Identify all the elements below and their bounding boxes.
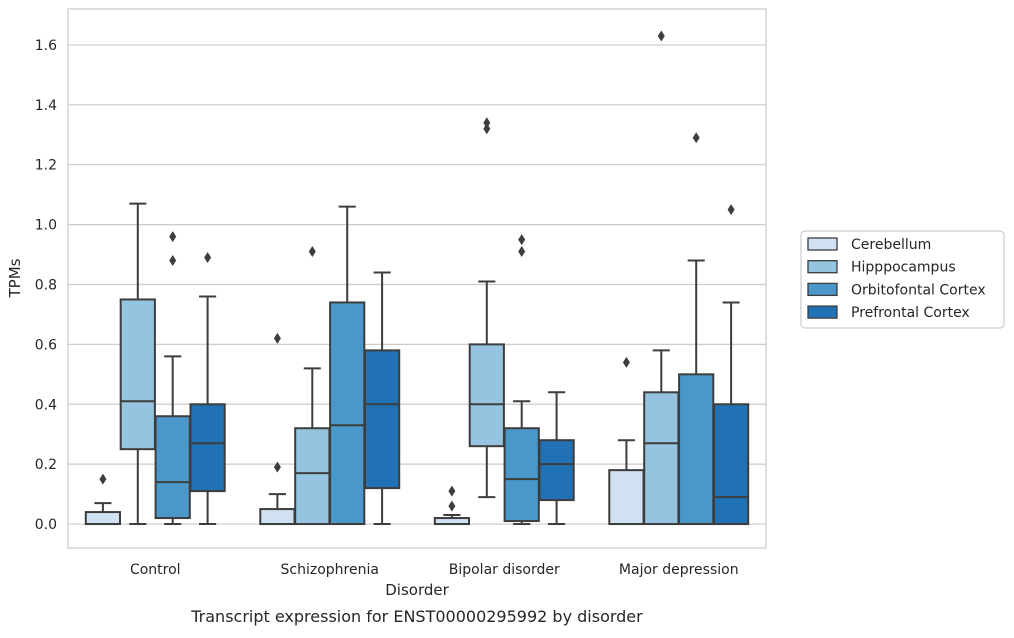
- y-tick-label: 1.6: [35, 38, 57, 54]
- box-body: [503, 427, 540, 523]
- outlier-point: [518, 246, 526, 258]
- box-body: [329, 301, 366, 526]
- outlier-point: [169, 231, 177, 243]
- x-tick-label: Bipolar disorder: [449, 562, 560, 578]
- box-body: [538, 439, 575, 502]
- outlier-point: [273, 461, 281, 473]
- box-3-2: [538, 391, 575, 526]
- box-1-1: [294, 246, 331, 526]
- outlier-point: [727, 204, 735, 216]
- outlier-point: [483, 117, 491, 129]
- box-body: [608, 469, 645, 526]
- outlier-point: [692, 132, 700, 144]
- legend-swatch: [807, 305, 838, 319]
- legend-label: Cerebellum: [851, 237, 931, 253]
- x-tick-label: Schizophrenia: [281, 562, 379, 578]
- y-tick-label: 1.2: [35, 158, 57, 174]
- legend-swatch: [807, 282, 838, 297]
- y-tick-label: 1.4: [35, 98, 57, 114]
- box-0-0: [84, 473, 122, 526]
- box-0-3: [608, 356, 645, 526]
- box-3-3: [712, 204, 750, 526]
- outlier-point: [483, 123, 491, 135]
- box-body: [259, 508, 296, 526]
- y-axis-title: TPMs: [6, 258, 24, 298]
- box-2-1: [329, 205, 366, 526]
- box-body: [643, 391, 680, 526]
- y-tick-label: 0.8: [35, 277, 57, 293]
- box-2-0: [154, 231, 191, 526]
- y-tick-labels: 0.0 0.2 0.4 0.6 0.8 1.0 1.2 1.4 1.6: [35, 38, 57, 533]
- outlier-point: [448, 500, 456, 512]
- x-tick-label: Major depression: [619, 562, 739, 578]
- boxes: [84, 30, 750, 526]
- y-tick-label: 0.4: [35, 397, 57, 413]
- box-body: [189, 403, 226, 493]
- box-body: [84, 511, 122, 526]
- box-1-3: [643, 30, 680, 526]
- legend-swatch: [807, 237, 838, 251]
- outlier-point: [204, 252, 212, 264]
- outlier-point: [448, 485, 456, 497]
- outlier-point: [273, 332, 281, 344]
- legend-frame: [800, 230, 1005, 329]
- box-1-2: [468, 117, 505, 499]
- x-tick-labels: Control Schizophrenia Bipolar disorder Majo…: [130, 562, 739, 578]
- legend-swatch: [807, 260, 838, 274]
- box-body: [712, 403, 750, 526]
- legend-label: Prefrontal Cortex: [851, 305, 970, 321]
- outlier-point: [99, 473, 107, 485]
- box-body: [154, 415, 191, 520]
- y-tick-label: 0.2: [35, 457, 57, 473]
- legend: Cerebellum Hipppocampus Orbitofontal Corte…: [800, 230, 1005, 329]
- outlier-point: [622, 356, 630, 368]
- box-3-1: [363, 271, 401, 526]
- legend-label: Orbitofontal Cortex: [851, 282, 986, 298]
- legend-label: Hipppocampus: [851, 260, 956, 276]
- outlier-point: [657, 30, 665, 42]
- figure-caption: Transcript expression for ENST0000029599…: [190, 607, 643, 626]
- box-body: [119, 298, 156, 451]
- y-tick-label: 0.6: [35, 337, 57, 353]
- box-body: [678, 373, 715, 526]
- outlier-point: [169, 255, 177, 267]
- outlier-point: [308, 246, 316, 258]
- box-body: [468, 343, 505, 448]
- box-3-0: [189, 252, 226, 526]
- box-1-0: [119, 202, 156, 526]
- box-body: [363, 349, 401, 490]
- x-axis-title: Disorder: [385, 581, 449, 599]
- y-tick-label: 1.0: [35, 218, 57, 234]
- box-2-3: [678, 132, 715, 526]
- box-0-2: [433, 485, 471, 526]
- box-body: [294, 427, 331, 526]
- y-tick-label: 0.0: [35, 517, 57, 533]
- box-0-1: [259, 332, 296, 526]
- x-tick-label: Control: [130, 562, 181, 578]
- outlier-point: [518, 234, 526, 246]
